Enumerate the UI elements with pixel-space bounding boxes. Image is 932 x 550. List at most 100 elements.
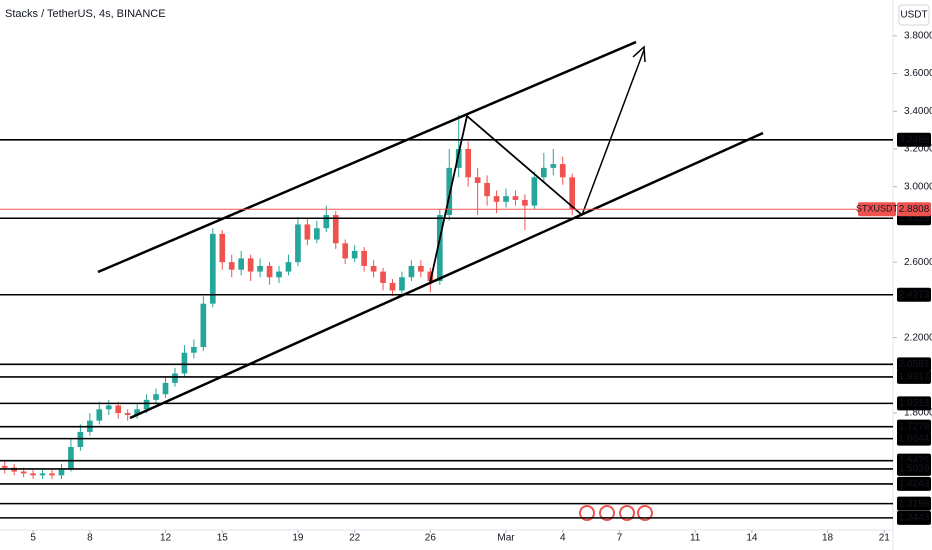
candle-body [522, 199, 528, 206]
level-label: 1.4243 [899, 479, 930, 490]
x-tick-label: 19 [292, 533, 304, 544]
candle-body [408, 265, 415, 278]
candle-body [314, 228, 320, 240]
candle-body [304, 224, 311, 240]
level-label-box [897, 431, 931, 446]
candle-body [512, 196, 519, 200]
candle-body [219, 233, 226, 263]
currency-box [898, 4, 930, 26]
candle-body [105, 405, 112, 410]
last-price-label: 2.8808 [899, 204, 930, 215]
y-tick-label: 3.6000 [904, 68, 932, 79]
event-flag [619, 505, 635, 521]
level-label: 2.8328 [899, 213, 930, 224]
y-tick-label: 3.2000 [904, 144, 932, 155]
channel-upper [97, 40, 637, 274]
candle-body [351, 250, 358, 259]
candle-body [20, 471, 27, 474]
level-label-box [897, 461, 931, 476]
x-tick-label: 4 [560, 533, 566, 544]
candle-body [380, 271, 386, 283]
event-flag [599, 505, 615, 521]
candle-body [436, 215, 443, 282]
candle-body [200, 303, 207, 348]
level-label-box [897, 357, 931, 372]
level-label: 3.2488 [899, 134, 930, 145]
level-label-box [897, 419, 931, 434]
candle-body [209, 233, 216, 304]
candle-body [228, 262, 235, 270]
x-tick-label: 15 [217, 533, 229, 544]
candle-body [295, 224, 301, 263]
y-tick-label: 1.8000 [904, 408, 932, 419]
x-tick-label: Mar [497, 533, 515, 544]
candle-body [58, 469, 65, 476]
x-tick-label: 11 [690, 533, 701, 544]
candle-body [153, 394, 159, 400]
candle-body [96, 409, 103, 421]
candle-body [30, 473, 36, 476]
candle-body [550, 164, 557, 168]
candle-body [361, 250, 367, 266]
level-label: 2.0582 [899, 359, 930, 370]
candle-body [162, 382, 169, 395]
candle-body [455, 149, 462, 168]
currency-label: USDT [900, 10, 927, 21]
candle-body [531, 177, 538, 206]
candle-body [134, 409, 140, 415]
y-tick-label: 3.8000 [904, 30, 932, 41]
x-tick-label: 26 [425, 533, 437, 544]
last-price-box [897, 202, 931, 217]
level-label-box [897, 496, 931, 511]
candle-body [446, 167, 453, 216]
symbol-box [858, 202, 896, 217]
event-flag [637, 505, 653, 521]
candle-body [342, 243, 349, 259]
candle-body [172, 373, 178, 383]
x-tick-label: 14 [746, 533, 758, 544]
candle-body [465, 149, 472, 178]
candle-body [143, 399, 150, 410]
y-tick-label: 2.2000 [904, 332, 932, 343]
x-tick-label: 18 [822, 533, 834, 544]
level-label: 2.4273 [899, 289, 930, 300]
level-label-box [897, 510, 931, 525]
level-label-box [897, 476, 931, 491]
candle-body [569, 177, 576, 210]
x-tick-label: 21 [879, 533, 891, 544]
candle-body [266, 265, 273, 278]
level-label: 1.2443 [899, 513, 930, 524]
candle-body [399, 277, 405, 291]
y-tick-label: 3.4000 [904, 106, 932, 117]
arrow-head [632, 45, 646, 63]
candle-body [257, 265, 263, 272]
x-tick-label: 7 [617, 533, 623, 544]
candle-body [474, 177, 481, 183]
candle-body [77, 431, 84, 448]
candle-body [285, 262, 292, 272]
level-label-box [897, 396, 931, 411]
candle-body [493, 196, 500, 202]
level-label: 1.6644 [899, 433, 930, 444]
candle-body [559, 164, 566, 178]
candle-body [540, 167, 547, 178]
projection-arrow [581, 49, 645, 216]
candle-body [115, 405, 122, 414]
event-flag [579, 505, 595, 521]
x-tick-label: 22 [349, 533, 361, 544]
candle-body [276, 271, 282, 278]
candle-body [427, 271, 434, 282]
level-label-box [897, 369, 931, 384]
level-label: 1.9917 [899, 372, 930, 383]
candle-body [389, 282, 396, 291]
candle-body [332, 215, 339, 244]
y-tick-label: 3.0000 [904, 181, 932, 192]
level-label: 1.3198 [899, 498, 930, 509]
candle-body [238, 258, 245, 270]
candle-body [181, 352, 188, 374]
candle-body [191, 347, 197, 353]
zigzag [429, 114, 583, 284]
x-tick-label: 5 [30, 533, 36, 544]
